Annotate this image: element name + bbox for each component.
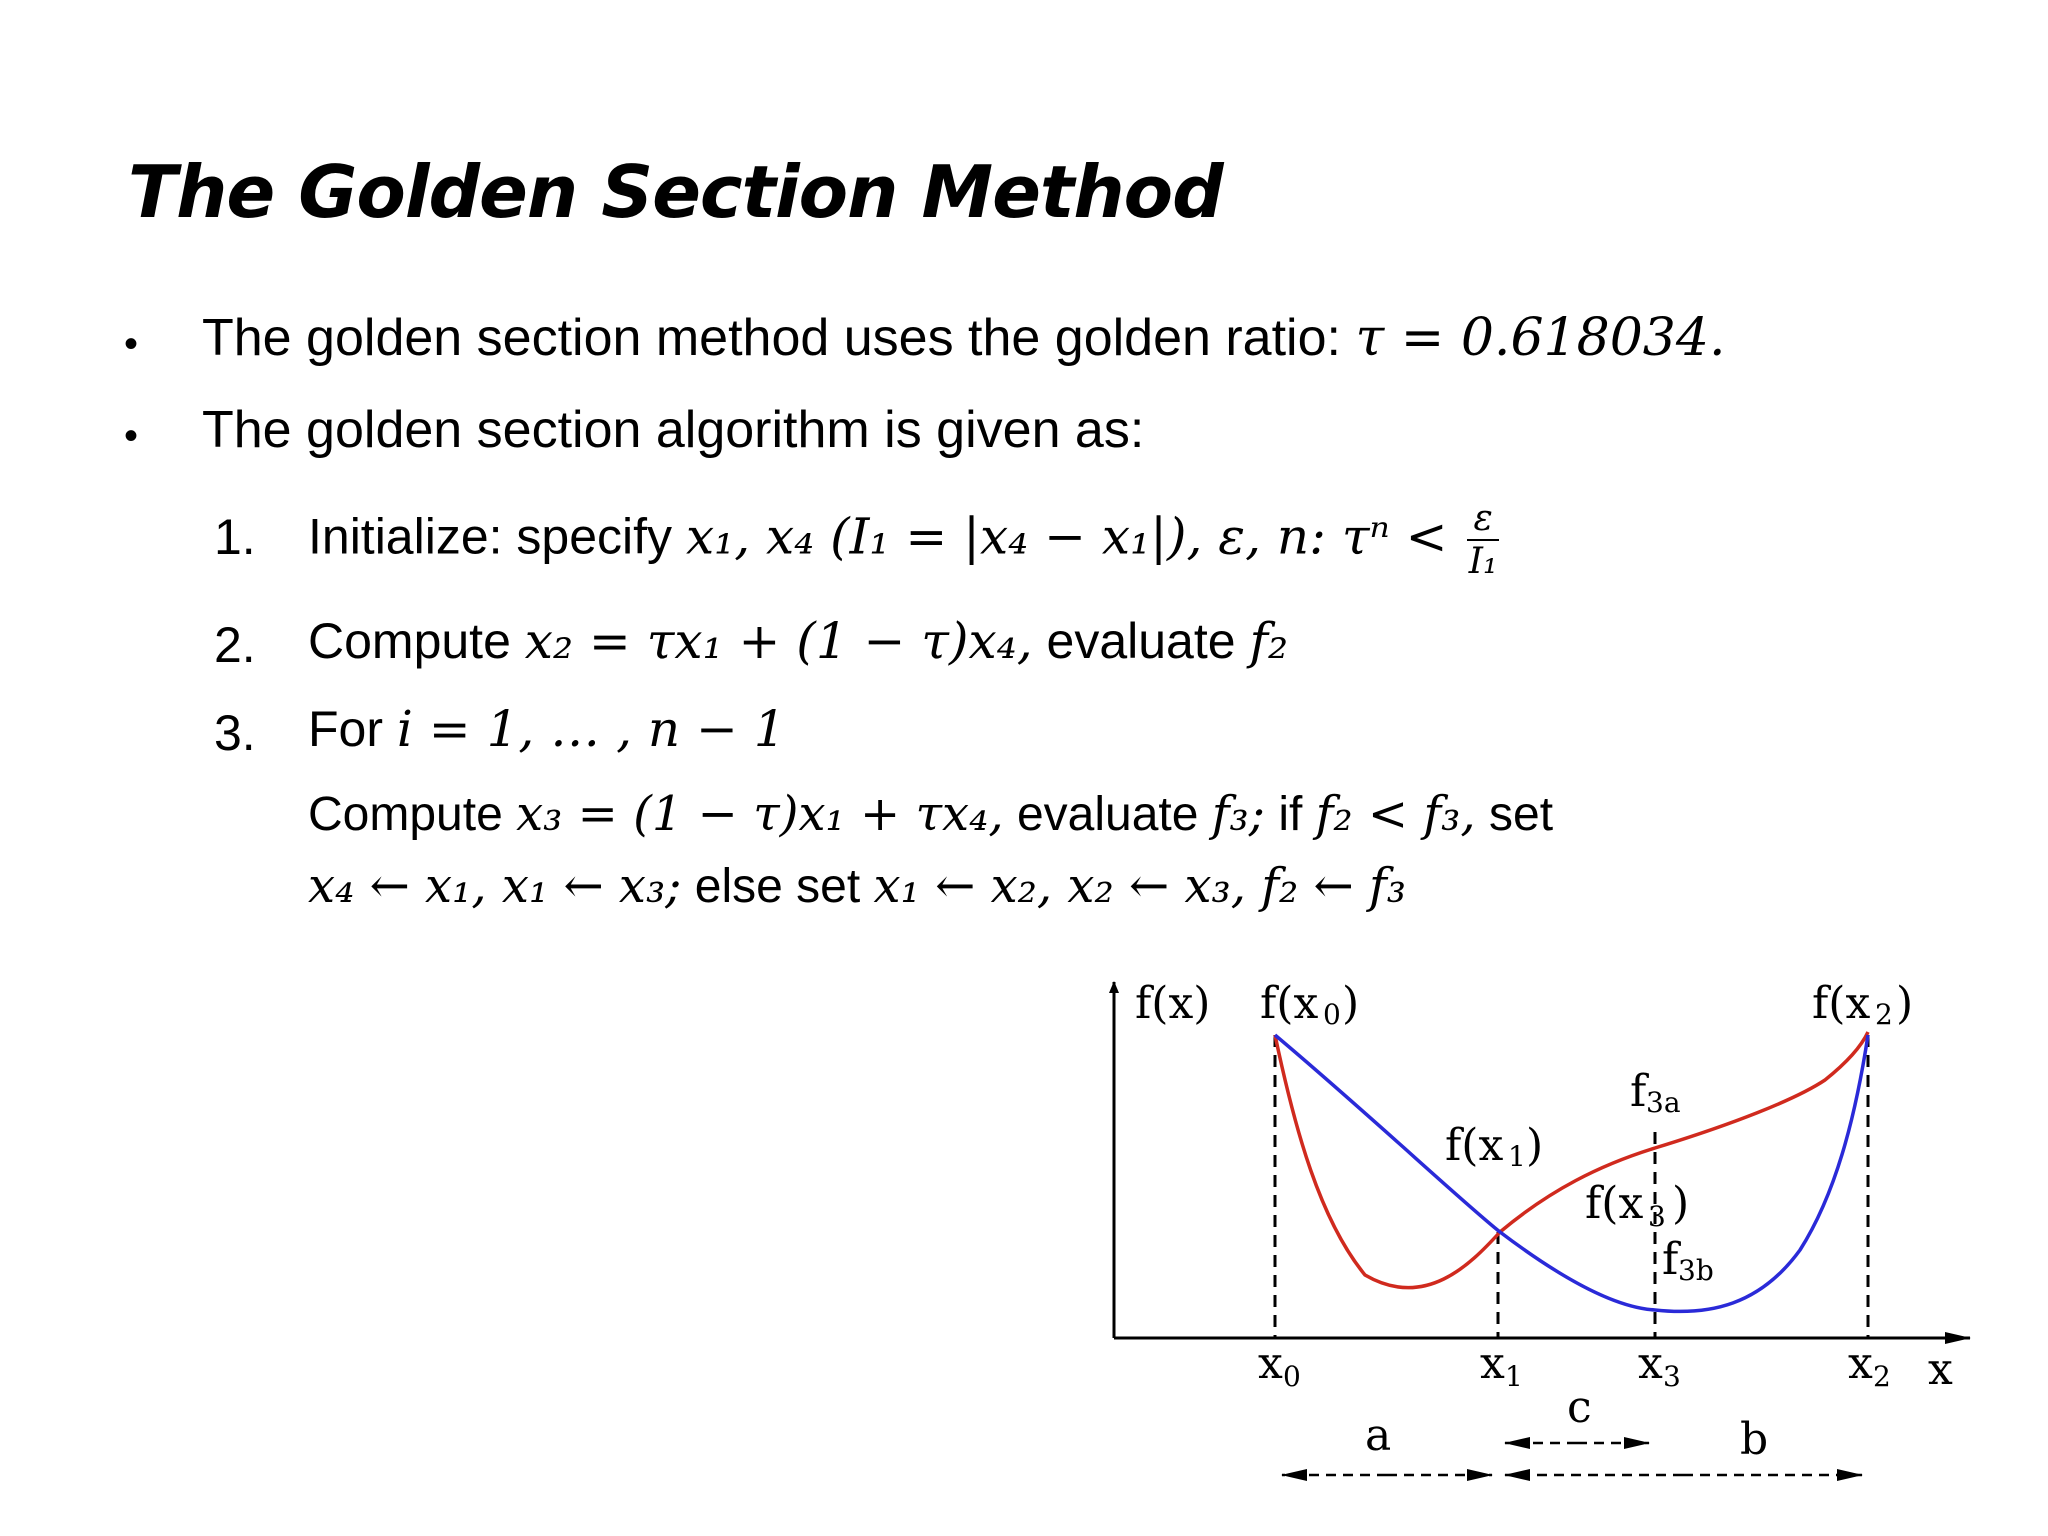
step-math: i = 1, … , n − 1	[396, 700, 786, 758]
label-f-x0: f(x 0 )	[1260, 978, 1359, 1031]
step3-detail-line2: x₄ ← x₁, x₁ ← x₃; else set x₁ ← x₂, x₂ ←…	[308, 858, 1406, 914]
label-subscript: 2	[1873, 1360, 1891, 1393]
label-text: x	[1480, 1338, 1505, 1389]
bullet-marker: •	[124, 414, 139, 458]
detail-math: x₄ ← x₁, x₁ ← x₃;	[308, 858, 682, 914]
detail-text: set	[1489, 788, 1554, 841]
step-loop: For i = 1, … , n − 1	[308, 700, 786, 758]
label-f3b: f 3b	[1662, 1234, 1714, 1287]
bullet-algorithm: The golden section algorithm is given as…	[202, 401, 1145, 459]
detail-math: f₃;	[1211, 786, 1265, 842]
bullet-math: τ = 0.618034.	[1355, 308, 1726, 368]
step-label: For	[308, 701, 383, 757]
tick-label-x0: x 0	[1258, 1338, 1301, 1393]
step-label: Compute	[308, 613, 511, 669]
detail-math: f₂ < f₃,	[1315, 786, 1476, 842]
step-compute: Compute x₂ = τx₁ + (1 − τ)x₄, evaluate f…	[308, 612, 1288, 670]
label-text: f(x	[1260, 978, 1318, 1029]
step-number: 2.	[214, 617, 256, 673]
label-text: f(x	[1812, 978, 1870, 1029]
detail-text: else set	[694, 860, 861, 913]
fraction-numerator: ε	[1467, 498, 1499, 542]
detail-math: x₃ = (1 − τ)x₁ + τx₄,	[516, 786, 1004, 842]
detail-math: x₁ ← x₂, x₂ ← x₃, f₂ ← f₃	[873, 858, 1407, 914]
label-text: )	[1342, 978, 1359, 1029]
label-subscript: 3	[1648, 1200, 1666, 1233]
label-text: x	[1638, 1338, 1663, 1389]
step-label: Initialize: specify	[308, 508, 673, 565]
red-curve	[1273, 1031, 1870, 1290]
step-math: x₁, x₄ (I₁ = |x₄ − x₁|), ε, n: τⁿ <	[685, 507, 1448, 566]
detail-text: evaluate	[1016, 788, 1199, 841]
label-subscript: 2	[1875, 998, 1893, 1031]
label-text: f	[1630, 1066, 1649, 1117]
label-subscript: 0	[1283, 1360, 1301, 1393]
label-f3a: f 3a	[1630, 1066, 1681, 1119]
label-subscript: 1	[1508, 1140, 1526, 1173]
label-subscript: 1	[1505, 1360, 1523, 1393]
step-initialize: Initialize: specify x₁, x₄ (I₁ = |x₄ − x…	[308, 498, 1499, 583]
label-text: f(x	[1445, 1120, 1503, 1171]
label-text: x	[1258, 1338, 1283, 1389]
label-text: )	[1526, 1120, 1543, 1171]
step-number: 1.	[214, 509, 256, 565]
golden-section-diagram: f(x) f(x 0 ) f(x 2 ) f 3a f(x 1 ) f(x 3 …	[1109, 978, 1971, 1481]
step-number: 3.	[214, 705, 256, 761]
interval-a-label: a	[1365, 1410, 1391, 1461]
detail-text: Compute	[308, 788, 503, 841]
label-text: x	[1848, 1338, 1873, 1389]
bullet-golden-ratio: The golden section method uses the golde…	[202, 308, 1725, 368]
label-text: )	[1896, 978, 1913, 1029]
label-fx: f(x)	[1135, 978, 1210, 1029]
step3-detail-line1: Compute x₃ = (1 − τ)x₁ + τx₄, evaluate f…	[308, 786, 1553, 842]
detail-text: if	[1278, 788, 1303, 841]
label-f-x3: f(x 3 )	[1585, 1178, 1689, 1233]
tick-label-x3: x 3	[1638, 1338, 1681, 1393]
fraction: ε I₁	[1467, 498, 1499, 583]
interval-c-label: c	[1567, 1382, 1592, 1433]
axis-label-x: x	[1928, 1344, 1953, 1395]
bullet-marker: •	[124, 322, 139, 366]
label-text: )	[1672, 1178, 1689, 1229]
fraction-denominator: I₁	[1468, 541, 1498, 583]
label-subscript: 3	[1663, 1360, 1681, 1393]
bullet-text: The golden section method uses the golde…	[202, 309, 1341, 367]
tick-label-x2: x 2	[1848, 1338, 1891, 1393]
step-tail: evaluate	[1046, 613, 1236, 669]
label-subscript: 3a	[1646, 1086, 1681, 1119]
label-f-x2: f(x 2 )	[1812, 978, 1913, 1031]
blue-curve	[1273, 1033, 1870, 1314]
tick-label-x1: x 1	[1480, 1338, 1523, 1393]
page-title: The Golden Section Method	[128, 150, 1224, 234]
step-math: x₂ = τx₁ + (1 − τ)x₄,	[524, 612, 1033, 670]
step-tail-math: f₂	[1249, 612, 1289, 670]
label-text: f	[1662, 1234, 1681, 1285]
label-subscript: 3b	[1678, 1254, 1714, 1287]
interval-b-label: b	[1740, 1414, 1768, 1465]
label-subscript: 0	[1323, 998, 1341, 1031]
label-text: f(x	[1585, 1178, 1643, 1229]
label-f-x1: f(x 1 )	[1445, 1120, 1543, 1173]
